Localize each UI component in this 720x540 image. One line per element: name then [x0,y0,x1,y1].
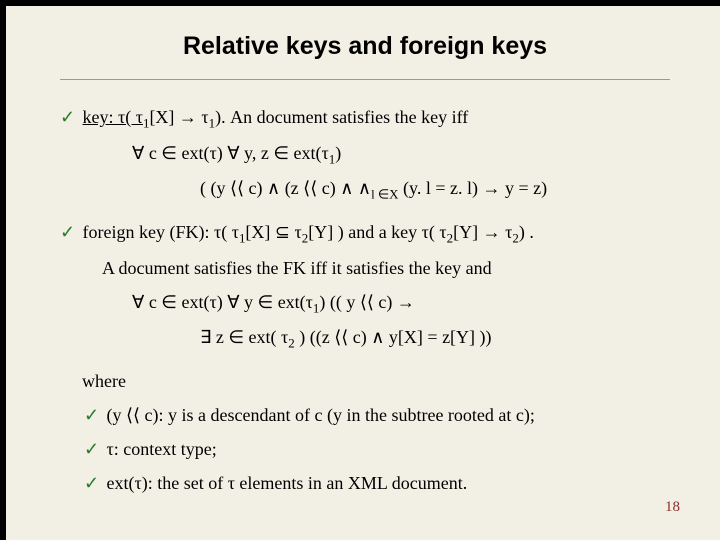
page-number: 18 [665,499,680,516]
